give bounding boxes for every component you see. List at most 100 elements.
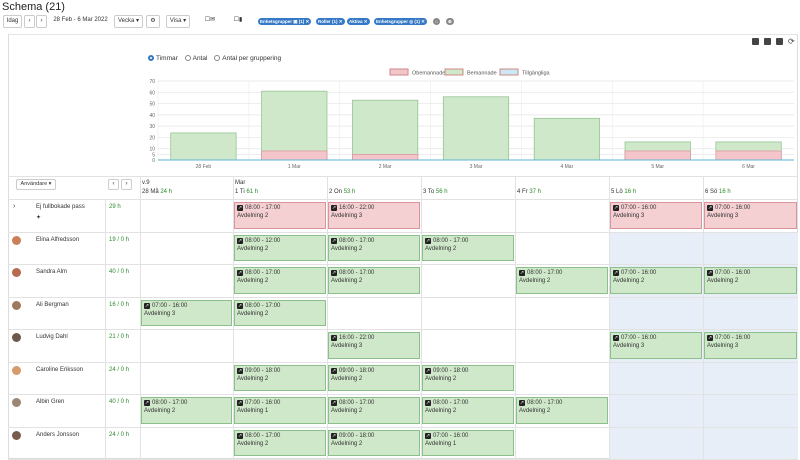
user-name-6[interactable]: Albin Gren bbox=[36, 399, 65, 405]
pin-icon[interactable]: ✦ bbox=[36, 215, 42, 221]
date-range[interactable]: 28 Feb - 6 Mar 2022 bbox=[49, 15, 112, 28]
filter-chip-unit-groups-2[interactable]: Enhetsgrupper ◎ (1) ✕ bbox=[374, 18, 427, 25]
row-divider bbox=[8, 199, 798, 200]
shift-department: Avdelning 3 bbox=[144, 310, 176, 317]
y-tick-1: 5 bbox=[152, 152, 155, 158]
y-tick-4: 30 bbox=[149, 124, 155, 130]
prev-week-button[interactable]: ‹ bbox=[24, 15, 35, 28]
next-week-button[interactable]: › bbox=[36, 15, 47, 28]
day-header-5: 5 Lö 16 h bbox=[611, 189, 636, 195]
user-name-5[interactable]: Caroline Eriksson bbox=[36, 366, 84, 373]
bar-staffed-4 bbox=[533, 117, 600, 161]
user-name-1[interactable]: Elina Alfredsson bbox=[36, 236, 80, 243]
user-name-0[interactable]: Ej fullbokade pass bbox=[36, 204, 85, 210]
x-tick-5: 5 Mar bbox=[651, 164, 664, 170]
shift-department: Avdelning 2 bbox=[425, 245, 457, 252]
user-hours-5: 24 / 0 h bbox=[109, 366, 130, 373]
expand-chevron-icon[interactable]: › bbox=[13, 203, 16, 210]
shift-department: Avdelning 3 bbox=[707, 213, 739, 219]
shift-time: 08:00 - 17:00 bbox=[237, 269, 323, 277]
user-name-2[interactable]: Sandra Alm bbox=[36, 269, 68, 275]
show-menu[interactable]: Visa ▾ bbox=[166, 15, 190, 28]
settings-button[interactable]: ⚙ bbox=[146, 15, 160, 28]
toolbar: Idag ‹ › 28 Feb - 6 Mar 2022 Vecka ▾ ⚙ V… bbox=[0, 15, 800, 29]
day-header-0: 28 Må 24 h bbox=[142, 189, 172, 195]
grid-next-button[interactable]: › bbox=[121, 179, 132, 190]
refresh-icon[interactable]: ⟳ bbox=[788, 37, 795, 46]
bar-staffed-1 bbox=[261, 90, 328, 161]
filter-chip-unit-groups[interactable]: Enhetsgrupper ▣ (1) ✕ bbox=[258, 18, 312, 25]
print-icon[interactable] bbox=[764, 38, 771, 45]
shift-department: Avdelning 2 bbox=[237, 278, 269, 284]
user-name-7[interactable]: Anders Jonsson bbox=[36, 431, 80, 438]
bar-unstaffed-1 bbox=[261, 150, 328, 161]
avatar bbox=[12, 398, 21, 407]
gear-icon: ⚙ bbox=[150, 18, 156, 24]
grid-prev-button[interactable]: ‹ bbox=[108, 179, 119, 190]
day-label: 5 Lö bbox=[611, 189, 625, 195]
shift-department: Avdelning 3 bbox=[613, 213, 645, 219]
user-name-3[interactable]: Ali Bergman bbox=[36, 301, 69, 308]
day-header-6: 6 Sö 16 h bbox=[705, 189, 731, 195]
shift-time: 09:00 - 18:00 bbox=[237, 367, 323, 375]
shift-time: 09:00 - 18:00 bbox=[331, 367, 417, 375]
shift-time: 08:00 - 12:00 bbox=[237, 237, 323, 245]
phone-toggle[interactable]: ☐▮ bbox=[228, 15, 248, 28]
x-tick-3: 3 Mar bbox=[470, 164, 483, 170]
radio-count-per-group[interactable]: Antal per gruppering bbox=[214, 55, 281, 62]
shift-department: Avdelning 3 bbox=[707, 343, 739, 349]
user-hours-4: 21 / 0 h bbox=[109, 334, 130, 340]
col-divider bbox=[421, 176, 422, 459]
shift-department: Avdelning 2 bbox=[144, 408, 176, 414]
filter-chip-active[interactable]: Aktiva ✕ bbox=[347, 18, 370, 25]
filter-chip-roles[interactable]: Roller (1) ✕ bbox=[316, 18, 345, 25]
radio-count[interactable]: Antal bbox=[184, 55, 207, 62]
shift-time: 08:00 - 17:00 bbox=[237, 432, 323, 440]
x-tick-0: 28 Feb bbox=[196, 164, 212, 170]
shift-department: Avdelning 2 bbox=[237, 310, 269, 317]
grid-top-line bbox=[8, 176, 798, 177]
user-name-4[interactable]: Ludvig Dahl bbox=[36, 334, 68, 340]
radio-hours[interactable]: Timmar bbox=[148, 55, 178, 62]
checkbox-icon: ☐ bbox=[204, 17, 211, 23]
save-icon[interactable] bbox=[752, 38, 759, 45]
view-select[interactable]: Vecka ▾ bbox=[114, 15, 143, 28]
card-icon[interactable] bbox=[776, 38, 783, 45]
users-menu[interactable]: Användare ▾ bbox=[16, 179, 56, 190]
filter-add-icon[interactable]: ⊕ bbox=[446, 18, 454, 25]
shift-time: 07:00 - 16:00 bbox=[707, 269, 794, 277]
email-toggle[interactable]: ☐✉ bbox=[200, 15, 220, 28]
shift-time: 16:00 - 22:00 bbox=[331, 204, 417, 212]
today-button[interactable]: Idag bbox=[3, 15, 22, 28]
filter-home-icon[interactable]: ⌂ bbox=[433, 18, 440, 25]
